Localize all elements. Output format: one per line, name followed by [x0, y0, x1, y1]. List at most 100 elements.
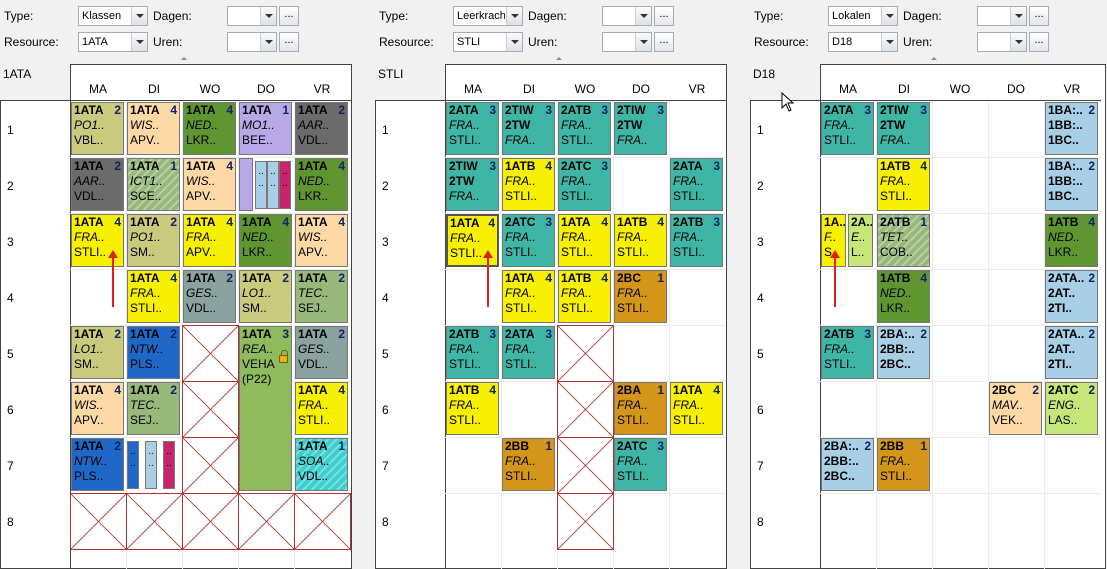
lesson-card[interactable]: 2ATB 3 FRA.. STLI.. [670, 214, 723, 267]
lesson-strip[interactable]: .. .. [163, 441, 175, 489]
lesson-card[interactable]: 1ATB 4 NED.. LKR.. [877, 270, 930, 323]
lesson-card[interactable]: 1BA:.. 2 1BB:.. 1BC.. [1045, 102, 1098, 155]
day-header-wo[interactable]: WO [199, 82, 221, 96]
lesson-strip[interactable]: .. .. [267, 161, 279, 209]
lesson-card[interactable]: 1ATA 2 PO1.. VBL.. [71, 102, 124, 155]
dagen-more-button[interactable]: ... [279, 6, 299, 26]
lesson-card[interactable]: 1ATA 4 FRA.. STLI.. [502, 270, 555, 323]
chevron-down-icon[interactable] [506, 33, 522, 51]
lesson-strip[interactable]: .. .. [127, 441, 139, 489]
day-header-ma[interactable]: MA [839, 82, 857, 96]
dagen-select[interactable] [227, 6, 277, 26]
day-header-ma[interactable]: MA [89, 82, 107, 96]
day-header-vr[interactable]: VR [688, 82, 706, 96]
chevron-down-icon[interactable] [881, 7, 897, 25]
lesson-card[interactable]: 2BB 1 FRA.. STLI.. [877, 438, 930, 491]
day-header-wo[interactable]: WO [949, 82, 971, 96]
lesson-strip[interactable]: .. .. [279, 161, 291, 209]
lesson-card[interactable]: 1ATA 1 ICT1.. SCE.. [127, 158, 180, 211]
lesson-card-split[interactable]: 2A.. E.. L.. [848, 214, 873, 267]
lesson-card-split[interactable]: 1A..F..S.. [821, 214, 846, 267]
lesson-card[interactable]: 2ATC 3 FRA.. STLI.. [502, 214, 555, 267]
lesson-card[interactable]: 1ATA 4 WIS.. APV.. [183, 158, 236, 211]
collapse-caret-icon[interactable] [556, 57, 562, 60]
lesson-card[interactable]: 1ATA 3 REA.. VEHA (P22) [239, 326, 292, 491]
lesson-card[interactable]: 1ATA 1 SOA.. VDL.. [295, 438, 348, 491]
lesson-card[interactable]: 1ATA 4 FRA.. STLI.. [127, 270, 180, 323]
lesson-card[interactable]: 2BA:.. 2 2BB:.. 2BC.. [821, 438, 874, 491]
lesson-card[interactable]: 1ATB 4 NED.. LKR.. [1045, 214, 1098, 267]
lesson-card[interactable]: 1ATA 2 LO1.. SM.. [71, 326, 124, 379]
lesson-card[interactable]: 1ATA 4 FRA.. APV.. [183, 214, 236, 267]
lesson-card[interactable]: 1ATA 2 TEC.. SEJ.. [127, 382, 180, 435]
day-header-vr[interactable]: VR [1063, 82, 1081, 96]
lesson-card[interactable]: 2TIW 3 2TW FRA.. [502, 102, 555, 155]
lesson-card[interactable]: 1ATA 2 TEC.. SEJ.. [295, 270, 348, 323]
resource-select[interactable]: STLI [453, 32, 523, 52]
type-select[interactable]: Klassen [78, 6, 148, 26]
day-header-do[interactable]: DO [1007, 82, 1025, 96]
uren-more-button[interactable]: ... [654, 32, 674, 52]
lesson-strip[interactable]: .. .. [255, 161, 267, 209]
lesson-card[interactable]: 1ATA 4 WIS.. APV.. [295, 214, 348, 267]
collapse-caret-icon[interactable] [181, 57, 187, 60]
lesson-card[interactable]: 1ATA 2 PO1.. SM.. [127, 214, 180, 267]
chevron-down-icon[interactable] [260, 7, 276, 25]
type-select[interactable]: Lokalen [828, 6, 898, 26]
dagen-more-button[interactable]: ... [1029, 6, 1049, 26]
lesson-card[interactable]: 1ATA 2 LO1.. SM.. [239, 270, 292, 323]
lesson-card[interactable]: 2ATB 3 FRA.. STLI.. [446, 326, 499, 379]
lesson-card[interactable]: 1ATA 2 AAR.. VDL.. [295, 102, 348, 155]
uren-select[interactable] [227, 32, 277, 52]
day-header-di[interactable]: DI [148, 82, 160, 96]
lesson-card[interactable]: 1ATA 4 FRA.. STLI.. [670, 382, 723, 435]
lesson-card[interactable]: 1ATA 4 FRA.. STLI.. [446, 214, 499, 267]
chevron-down-icon[interactable] [635, 33, 651, 51]
lesson-card[interactable]: 2ATA 3 FRA.. STLI.. [446, 102, 499, 155]
lesson-card[interactable]: 2ATC 3 FRA.. STLI.. [614, 438, 667, 491]
lesson-card[interactable]: 2BC 2 MAV.. VEK.. [989, 382, 1042, 435]
lesson-card[interactable]: 2ATA 3 FRA.. STLI.. [502, 326, 555, 379]
lesson-card-narrow[interactable] [239, 158, 253, 211]
dagen-more-button[interactable]: ... [654, 6, 674, 26]
chevron-down-icon[interactable] [506, 7, 522, 25]
collapse-caret-icon[interactable] [931, 57, 937, 60]
lesson-card[interactable]: 2ATC 3 FRA.. STLI.. [558, 158, 611, 211]
lesson-strip[interactable]: .. .. [145, 441, 157, 489]
lesson-card[interactable]: 2ATB 1 TET.. COB.. [877, 214, 930, 267]
type-select[interactable]: Leerkracht [453, 6, 523, 26]
chevron-down-icon[interactable] [635, 7, 651, 25]
lesson-card[interactable]: 1ATA 4 NED.. LKR.. [239, 214, 292, 267]
lesson-card[interactable]: 2BC 1 FRA.. STLI.. [614, 270, 667, 323]
lesson-card[interactable]: 2BA 1 FRA.. STLI.. [614, 382, 667, 435]
lesson-card[interactable]: 1ATA 4 WIS.. APV.. [127, 102, 180, 155]
lesson-card[interactable]: 1ATB 4 FRA.. STLI.. [446, 382, 499, 435]
lesson-card[interactable]: 1ATA 4 FRA.. STLI.. [558, 214, 611, 267]
dagen-select[interactable] [977, 6, 1027, 26]
lesson-card[interactable]: 1ATA 4 NED.. LKR.. [183, 102, 236, 155]
uren-select[interactable] [977, 32, 1027, 52]
day-header-wo[interactable]: WO [574, 82, 596, 96]
lesson-card[interactable]: 1ATA 4 NED.. LKR.. [295, 158, 348, 211]
lesson-card[interactable]: 2ATB 3 FRA.. STLI.. [558, 102, 611, 155]
lesson-card[interactable]: 2BA:.. 2 2BB:.. 2BC.. [877, 326, 930, 379]
lesson-card[interactable]: 1ATA 4 FRA.. STLI.. [71, 214, 124, 267]
lesson-card[interactable]: 1ATA 2 NTW.. PLS.. [127, 326, 180, 379]
lesson-card[interactable]: 1ATA 4 WIS.. APV.. [71, 382, 124, 435]
chevron-down-icon[interactable] [881, 33, 897, 51]
lesson-card[interactable]: 1ATA 2 GES.. VDL.. [183, 270, 236, 323]
lesson-card[interactable]: 1ATA 2 GES.. VDL.. [295, 326, 348, 379]
day-header-di[interactable]: DI [898, 82, 910, 96]
chevron-down-icon[interactable] [260, 33, 276, 51]
chevron-down-icon[interactable] [131, 7, 147, 25]
chevron-down-icon[interactable] [131, 33, 147, 51]
lesson-card[interactable]: 2ATB 3 FRA.. STLI.. [821, 326, 874, 379]
lesson-card[interactable]: 1ATB 4 FRA.. STLI.. [877, 158, 930, 211]
lesson-card[interactable]: 1BA:.. 2 1BB:.. 1BC.. [1045, 158, 1098, 211]
lesson-card[interactable]: 2TIW 3 2TW FRA.. [877, 102, 930, 155]
lesson-card[interactable]: 2TIW 3 2TW FRA.. [614, 102, 667, 155]
dagen-select[interactable] [602, 6, 652, 26]
uren-more-button[interactable]: ... [1029, 32, 1049, 52]
chevron-down-icon[interactable] [1010, 7, 1026, 25]
lesson-card[interactable]: 2ATC 2 ENG.. LAS.. [1045, 382, 1098, 435]
